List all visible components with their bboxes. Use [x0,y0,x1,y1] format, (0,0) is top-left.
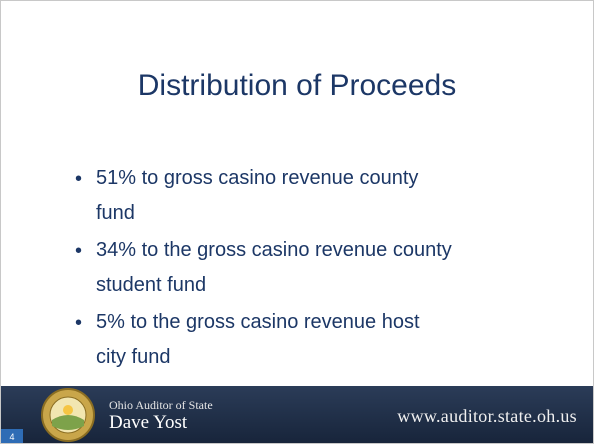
bullet-line: 5% to the gross casino revenue host [96,311,420,333]
page-number: 4 [1,429,23,443]
bullet-line: 51% to gross casino revenue county [96,167,419,189]
state-seal [41,388,95,442]
slide-title: Distribution of Proceeds [137,69,457,102]
footer-bar [1,386,593,443]
bullet-line: student fund [96,274,207,296]
bullet-line: 34% to the gross casino revenue county [96,239,452,261]
footer-url: www.auditor.state.oh.us [397,406,577,426]
footer-name: Dave Yost [109,412,188,433]
bullet-list: 51% to gross casino revenue county fund 34… [75,161,452,377]
bullet-line: fund [96,202,135,224]
bullet: 5% to the gross casino revenue host city … [75,305,452,375]
bullet: 34% to the gross casino revenue county st… [75,233,452,303]
bullet: 51% to gross casino revenue county fund [75,161,452,231]
footer-office: Ohio Auditor of State [109,398,213,412]
bullet-line: city fund [96,346,171,368]
